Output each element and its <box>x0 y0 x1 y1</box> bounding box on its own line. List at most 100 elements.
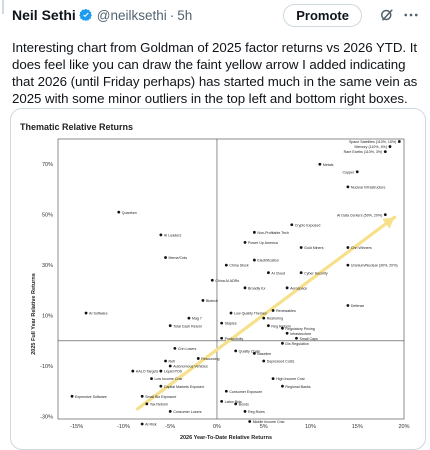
data-point <box>285 331 289 335</box>
data-point-label: AI Leaders <box>164 233 182 237</box>
data-point-label: Refi <box>169 360 176 364</box>
y-tick-label: 50% <box>42 213 53 219</box>
verified-badge-icon <box>79 8 93 22</box>
data-point-label: Bonds <box>239 402 249 406</box>
data-point <box>234 349 238 353</box>
data-point <box>168 324 172 328</box>
data-point-label: Electrification <box>257 259 278 263</box>
data-point <box>281 341 284 345</box>
data-point <box>346 304 350 307</box>
data-point <box>159 384 163 388</box>
data-point <box>234 402 238 406</box>
author-handle[interactable]: @neilksethi <box>96 7 167 23</box>
data-point-label: Copper <box>342 170 355 174</box>
data-point <box>281 326 284 330</box>
data-point-label: Quantum <box>122 211 137 215</box>
data-point-label: Crypto Exposed <box>295 223 321 227</box>
data-point <box>201 299 205 302</box>
x-tick-label: -15% <box>70 424 83 430</box>
x-tick-label: 10% <box>305 424 316 430</box>
data-point <box>84 311 88 315</box>
x-tick-label: 15% <box>352 424 363 430</box>
data-point <box>252 352 256 355</box>
data-point-label: Liquid POS <box>164 370 183 374</box>
data-point <box>243 286 247 290</box>
data-point-label: China AI ADRs <box>215 279 239 283</box>
data-point-label: Chn Losers <box>178 347 197 351</box>
data-point-label: Renewables <box>276 309 296 313</box>
data-point <box>290 223 294 227</box>
data-point-label: Broadly Ex <box>248 286 266 290</box>
data-point <box>262 359 266 363</box>
data-point-label: Metals <box>323 163 334 167</box>
data-point-label: Small Caps <box>299 337 318 341</box>
y-tick-label: -30% <box>40 414 53 420</box>
tweet-media-card[interactable]: Thematic Relative Returns Space Satellit… <box>10 108 426 450</box>
x-tick-label: 20% <box>398 424 409 430</box>
data-point-label: Small Biz Exposure <box>145 395 176 399</box>
data-point <box>140 394 144 398</box>
data-point-label: Consumer Exposure <box>229 390 262 394</box>
data-point-label: Rare Earths (110%, 3%) <box>344 150 383 154</box>
data-point-label: Quality Chain <box>239 349 261 353</box>
data-point-label: Mag 7 <box>192 317 202 321</box>
data-point-label: Regulatory Pricing <box>285 327 314 331</box>
data-point-label: Low Quality Themes <box>234 312 267 316</box>
data-point <box>271 309 275 312</box>
author-name[interactable]: Neil Sethi <box>12 7 76 23</box>
scatter-chart: Space Satellites (110%, 15%)Memory (110%… <box>31 138 410 441</box>
data-point-label: AI Data Centers (50%, 20%) <box>337 213 382 217</box>
x-axis-label: 2026 Year-To-Date Relative Returns <box>180 435 272 441</box>
separator-dot: · <box>169 7 175 23</box>
data-point <box>145 402 149 406</box>
data-point-label: Nuclear Infrastructure <box>351 186 386 190</box>
data-point-label: Tax Reform <box>150 402 168 406</box>
data-point <box>220 399 224 403</box>
data-point <box>220 336 224 340</box>
data-point <box>267 324 270 328</box>
data-point <box>346 246 350 249</box>
data-point-label: Cyber Security <box>304 271 328 275</box>
data-point-label: Reg Reform <box>271 324 290 328</box>
data-point-label: Resourcing <box>201 357 219 361</box>
data-point <box>388 145 392 148</box>
x-tick-label: 0% <box>213 424 221 430</box>
x-tick-label: 5% <box>260 424 268 430</box>
data-point <box>243 241 247 244</box>
data-point-label: AI Risk <box>145 423 157 427</box>
data-point-label: Reshoring <box>267 317 283 321</box>
data-point-label: Productivity <box>225 337 244 341</box>
data-point-label: Chn Winners <box>351 246 372 250</box>
data-point <box>262 316 266 320</box>
data-point <box>187 316 191 320</box>
data-point <box>140 422 144 426</box>
data-point-label: Meme/Crds <box>169 256 188 260</box>
y-axis-label: 2025 Full Year Relative Returns <box>31 273 37 355</box>
data-point-label: Low Income Cnsr <box>155 377 184 381</box>
thread-line <box>2 0 4 14</box>
data-point-label: Baseline <box>257 352 271 356</box>
data-point-label: Reg Rules <box>248 410 265 414</box>
data-point-label: Expensive Software <box>75 395 107 399</box>
y-tick-label: 30% <box>42 263 53 269</box>
tweet-time[interactable]: 5h <box>177 7 193 23</box>
data-point <box>248 420 252 423</box>
promote-button[interactable]: Promote <box>283 3 362 27</box>
y-tick-label: -10% <box>40 364 53 370</box>
y-tick-label: 70% <box>42 162 53 168</box>
data-point <box>346 185 350 189</box>
trend-arrow-head <box>382 217 395 229</box>
data-point <box>243 410 247 413</box>
data-point <box>397 140 401 143</box>
grok-icon[interactable] <box>378 6 396 24</box>
data-point <box>168 364 172 368</box>
more-icon[interactable] <box>402 6 420 24</box>
data-point <box>299 246 303 249</box>
data-point <box>252 230 256 234</box>
data-point-label: Labor Bids <box>225 400 242 404</box>
data-point-label: Depressed Costs <box>267 360 295 364</box>
data-point <box>168 410 172 413</box>
data-point <box>70 394 74 398</box>
data-point <box>252 258 256 262</box>
data-point <box>164 256 167 259</box>
